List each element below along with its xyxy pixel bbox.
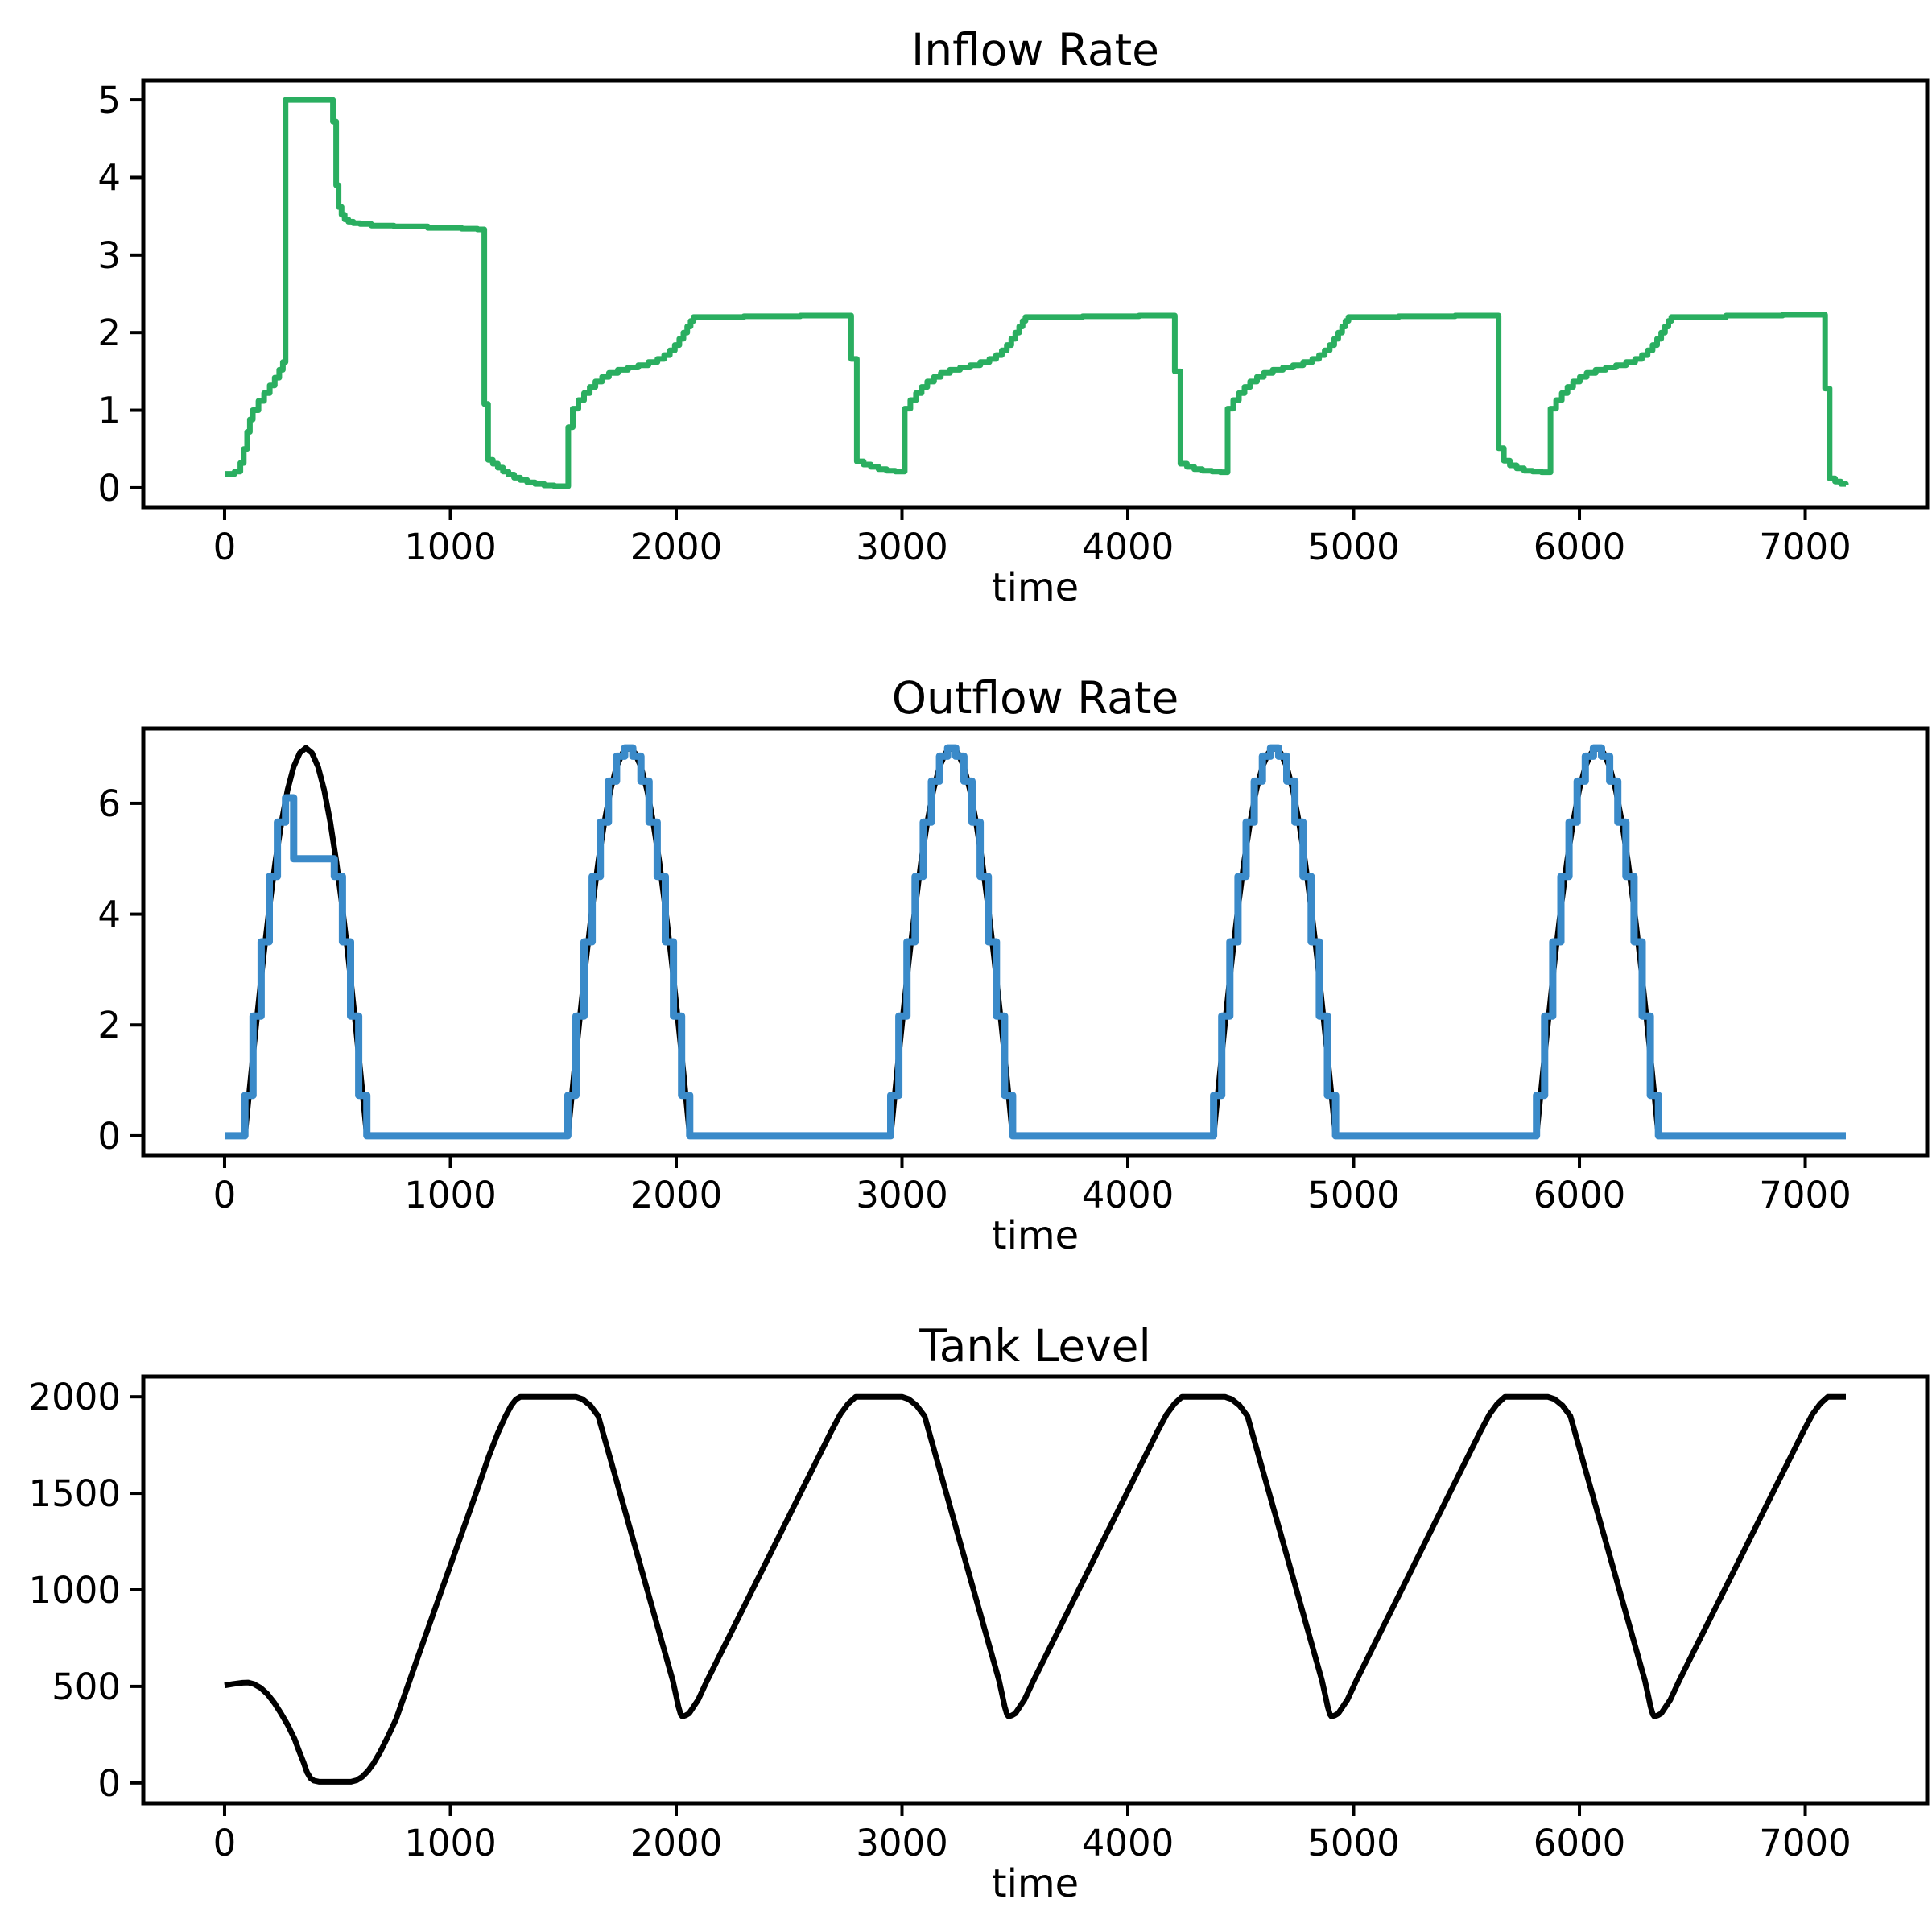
y-tick-label: 6	[97, 782, 121, 825]
axes-box	[141, 726, 1930, 1158]
x-tick-label: 3000	[856, 526, 948, 568]
y-tick-label: 0	[97, 1115, 121, 1158]
x-tick-label: 1000	[404, 526, 497, 568]
y-tick-label: 1500	[28, 1472, 121, 1515]
x-tick-label: 4000	[1082, 1822, 1174, 1864]
x-tick-label: 4000	[1082, 1174, 1174, 1216]
y-tick-label: 5	[97, 79, 121, 122]
x-tick-label: 6000	[1534, 526, 1626, 568]
y-tick-label: 0	[97, 1762, 121, 1805]
y-tick-label: 4	[97, 156, 121, 199]
x-tick-label: 1000	[404, 1174, 497, 1216]
axes-box	[141, 78, 1930, 510]
x-tick-label: 7000	[1759, 1174, 1852, 1216]
series-inflow-rate	[225, 97, 1849, 489]
subplot-inflow-title: Inflow Rate	[911, 24, 1159, 76]
subplot-outflow-xlabel: time	[991, 1213, 1080, 1258]
x-tick-label: 6000	[1534, 1174, 1626, 1216]
subplot-tank-title: Tank Level	[919, 1320, 1151, 1372]
subplot-inflow-xlabel: time	[991, 565, 1080, 610]
x-tick-label: 1000	[404, 1822, 497, 1864]
y-tick-label: 3	[97, 234, 121, 277]
y-tick-label: 2	[97, 1004, 121, 1046]
x-tick-label: 3000	[856, 1822, 948, 1864]
series-tank-level	[224, 1393, 1846, 1785]
x-tick-label: 2000	[630, 1174, 723, 1216]
series-outflow-actual	[225, 744, 1846, 1140]
axes-box	[141, 1374, 1930, 1806]
x-tick-label: 5000	[1307, 526, 1400, 568]
y-tick-label: 4	[97, 894, 121, 936]
x-tick-label: 7000	[1759, 526, 1852, 568]
x-tick-label: 5000	[1307, 1822, 1400, 1864]
x-tick-label: 2000	[630, 1822, 723, 1864]
y-tick-label: 2	[97, 312, 121, 354]
y-tick-label: 1000	[28, 1569, 121, 1612]
subplot-tank-xlabel: time	[991, 1861, 1080, 1906]
x-tick-label: 2000	[630, 526, 723, 568]
x-tick-label: 7000	[1759, 1822, 1852, 1864]
y-tick-label: 2000	[28, 1376, 121, 1418]
x-tick-label: 6000	[1534, 1822, 1626, 1864]
x-tick-label: 4000	[1082, 526, 1174, 568]
x-tick-label: 0	[213, 1174, 237, 1216]
subplot-outflow-title: Outflow Rate	[891, 672, 1179, 724]
x-tick-label: 3000	[856, 1174, 948, 1216]
x-tick-label: 5000	[1307, 1174, 1400, 1216]
y-tick-label: 1	[97, 390, 121, 432]
x-tick-label: 0	[213, 1822, 237, 1864]
series-outflow-demand	[225, 745, 1846, 1139]
y-tick-label: 500	[52, 1666, 121, 1708]
x-tick-label: 0	[213, 526, 237, 568]
y-tick-label: 0	[97, 467, 121, 510]
